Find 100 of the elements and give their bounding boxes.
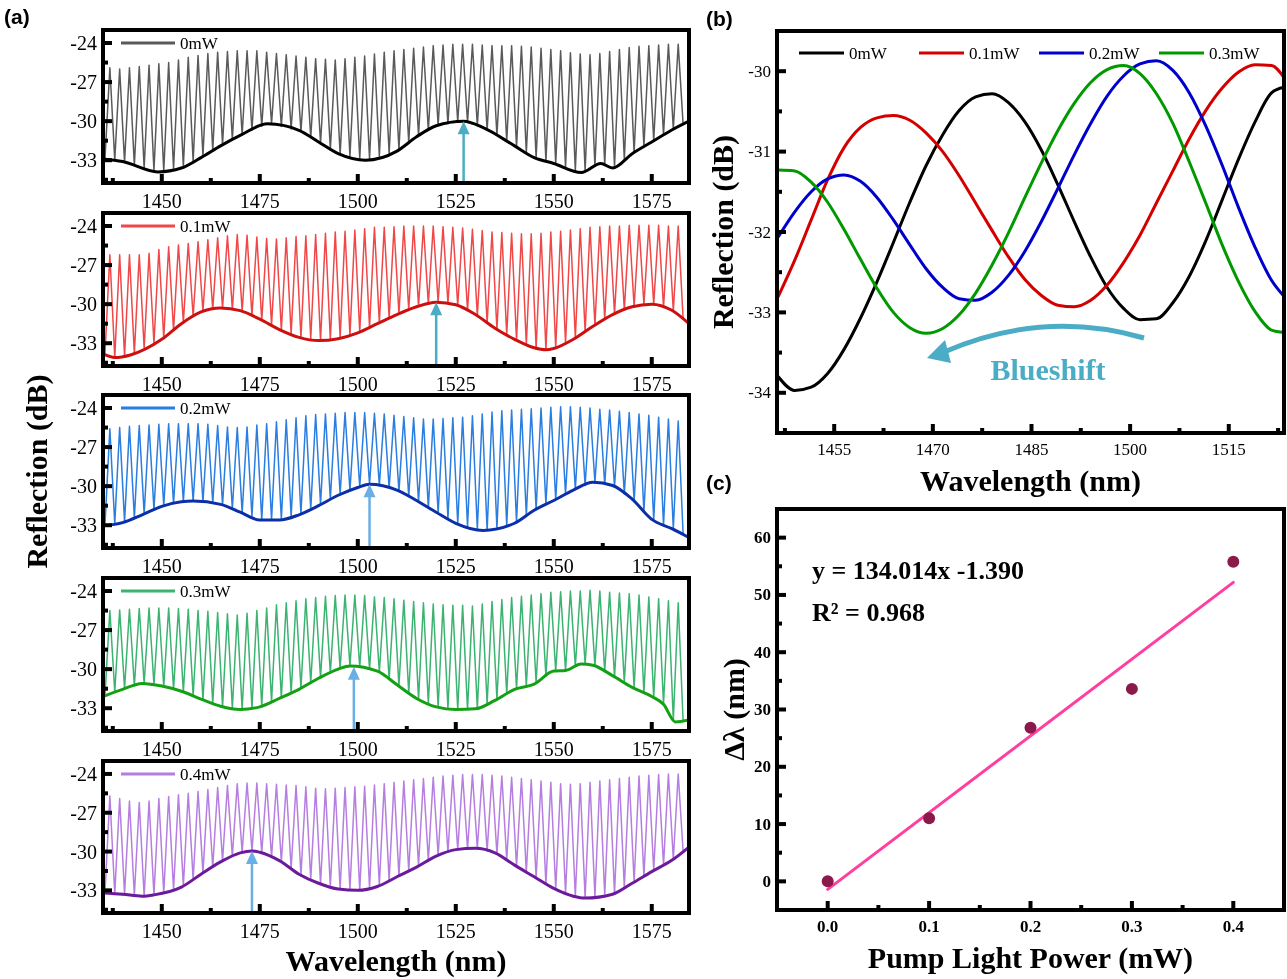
point: [821, 875, 834, 888]
y-tick-label: 50: [754, 585, 771, 605]
chart-title: (c): [706, 471, 732, 494]
x-tick-label: 1525: [435, 373, 476, 395]
y-tick-label: -33: [748, 302, 771, 322]
point: [1024, 721, 1037, 734]
x-tick-label: 1550: [533, 373, 574, 395]
y-tick-label: 30: [754, 700, 771, 719]
x-tick-label: 1525: [435, 555, 476, 577]
legend-label: 0.2mW: [180, 398, 232, 418]
y-tick-label: 0: [762, 871, 771, 891]
point: [1125, 682, 1138, 695]
x-tick-label: 0.4: [1222, 917, 1245, 936]
y-tick-label: -27: [70, 71, 97, 94]
line-series: [103, 662, 689, 724]
x-tick-label: 1450: [141, 190, 182, 212]
x-tick-label: 1515: [1211, 440, 1246, 459]
x-tick-label: 1500: [1113, 440, 1148, 459]
legend-label: 0.3mW: [180, 581, 232, 601]
x-tick-label: 1575: [631, 555, 672, 577]
x-tick-label: 1450: [141, 555, 182, 577]
y-tick-label: -30: [70, 840, 97, 863]
y-tick-label: -33: [70, 149, 97, 172]
x-tick-label: 1575: [631, 373, 672, 395]
annotation: R² = 0.968: [812, 598, 925, 627]
x-tick-label: 1500: [337, 920, 378, 942]
x-tick-label: 1475: [239, 190, 280, 212]
y-tick-label: 20: [754, 757, 771, 777]
annotation: Blueshift: [990, 352, 1106, 386]
x-tick-label: 1575: [631, 920, 672, 942]
y-axis-title: Reflection (dB): [705, 134, 740, 330]
x-tick-label: 1455: [817, 440, 852, 459]
y-tick-label: -33: [70, 879, 97, 902]
x-tick-label: 1475: [239, 738, 280, 760]
y-tick-label: -33: [70, 514, 97, 537]
x-tick-label: 1550: [533, 738, 574, 760]
x-tick-label: 1500: [337, 373, 378, 395]
legend-label: 0.3mW: [1209, 43, 1261, 63]
x-tick-label: 1470: [915, 440, 950, 459]
legend-label: 0.4mW: [180, 764, 232, 784]
x-axis-title: Wavelength (nm): [285, 944, 507, 978]
point: [1227, 555, 1240, 568]
x-tick-label: 1450: [141, 738, 182, 760]
y-tick-label: -24: [70, 215, 97, 238]
x-tick-label: 1550: [533, 555, 574, 577]
legend-label: 0mW: [180, 33, 219, 53]
chart-title: (b): [706, 7, 733, 30]
y-tick-label: -27: [70, 801, 97, 824]
y-tick-label: -31: [748, 142, 771, 162]
chart-title: (a): [4, 5, 30, 28]
y-tick-label: -30: [70, 658, 97, 681]
legend-label: 0.1mW: [969, 43, 1021, 63]
x-tick-label: 0.3: [1121, 917, 1143, 936]
y-tick-label: -33: [70, 332, 97, 355]
x-tick-label: 0.0: [817, 917, 839, 936]
x-tick-label: 1525: [435, 920, 476, 942]
x-tick-label: 1500: [337, 190, 378, 212]
x-tick-label: 1500: [337, 555, 378, 577]
x-tick-label: 1485: [1014, 440, 1049, 459]
y-tick-label: 60: [754, 528, 771, 548]
x-tick-label: 1525: [435, 738, 476, 760]
y-tick-label: -30: [748, 61, 771, 81]
legend-label: 0.1mW: [180, 216, 232, 236]
y-tick-label: -24: [70, 762, 97, 785]
y-tick-label: -30: [70, 475, 97, 498]
y-tick-label: 40: [754, 642, 771, 662]
legend-label: 0.2mW: [1089, 43, 1141, 63]
x-tick-label: 1500: [337, 738, 378, 760]
x-tick-label: 1475: [239, 373, 280, 395]
x-tick-label: 1450: [141, 373, 182, 395]
x-tick-label: 1450: [141, 920, 182, 942]
y-tick-label: -34: [748, 383, 772, 403]
x-tick-label: 1525: [435, 190, 476, 212]
y-tick-label: -27: [70, 254, 97, 277]
y-tick-label: -27: [70, 619, 97, 642]
y-axis-title: Reflection (dB): [19, 374, 54, 569]
y-tick-label: -30: [70, 110, 97, 133]
y-tick-label: -32: [748, 222, 771, 242]
line-series: [104, 405, 684, 536]
y-axis-title: Δλ (nm): [716, 658, 751, 761]
x-axis-title: Pump Light Power (mW): [867, 941, 1194, 975]
y-tick-label: -27: [70, 436, 97, 459]
x-tick-label: 0.1: [918, 917, 940, 936]
x-tick-label: 1575: [631, 190, 672, 212]
legend-label: 0mW: [849, 43, 888, 63]
x-tick-label: 1475: [239, 920, 280, 942]
annotation: y = 134.014x -1.390: [812, 556, 1024, 585]
y-tick-label: -33: [70, 697, 97, 720]
line-series: [103, 300, 689, 360]
x-tick-label: 1575: [631, 738, 672, 760]
x-tick-label: 1550: [533, 190, 574, 212]
y-tick-label: -24: [70, 580, 97, 603]
y-tick-label: -24: [70, 32, 97, 55]
x-tick-label: 1550: [533, 920, 574, 942]
point: [923, 812, 936, 825]
x-tick-label: 1475: [239, 555, 280, 577]
y-tick-label: -24: [70, 397, 97, 420]
x-axis-title: Wavelength (nm): [920, 464, 1141, 498]
y-tick-label: -30: [70, 293, 97, 316]
x-tick-label: 0.2: [1019, 917, 1042, 936]
